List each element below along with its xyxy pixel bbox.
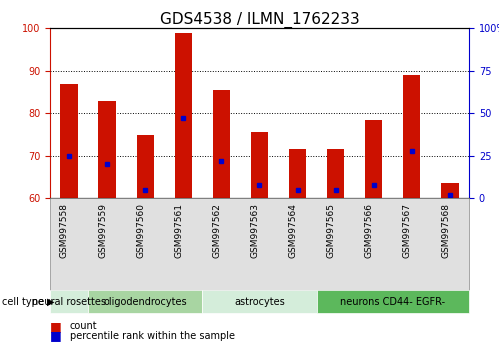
Title: GDS4538 / ILMN_1762233: GDS4538 / ILMN_1762233 — [160, 12, 359, 28]
Bar — [289, 149, 306, 198]
Bar — [213, 90, 230, 198]
Bar — [442, 183, 459, 198]
Text: neurons CD44- EGFR-: neurons CD44- EGFR- — [340, 297, 446, 307]
Bar — [403, 75, 421, 198]
Bar — [98, 101, 116, 198]
Text: GSM997565: GSM997565 — [327, 203, 336, 258]
Bar — [175, 33, 192, 198]
Text: GSM997566: GSM997566 — [365, 203, 374, 258]
Bar — [327, 149, 344, 198]
Bar — [365, 120, 382, 198]
Text: ■: ■ — [50, 329, 62, 342]
Text: percentile rank within the sample: percentile rank within the sample — [70, 331, 235, 341]
Text: GSM997564: GSM997564 — [288, 203, 297, 258]
Text: GSM997567: GSM997567 — [403, 203, 412, 258]
Text: cell type ▶: cell type ▶ — [2, 297, 55, 307]
Text: GSM997561: GSM997561 — [174, 203, 183, 258]
Text: GSM997568: GSM997568 — [441, 203, 450, 258]
Bar — [251, 132, 268, 198]
Text: neural rosettes: neural rosettes — [32, 297, 106, 307]
Text: oligodendrocytes: oligodendrocytes — [103, 297, 187, 307]
Text: GSM997558: GSM997558 — [60, 203, 69, 258]
Text: astrocytes: astrocytes — [234, 297, 285, 307]
Bar — [137, 135, 154, 198]
Text: GSM997563: GSM997563 — [250, 203, 259, 258]
Text: GSM997560: GSM997560 — [136, 203, 145, 258]
Bar — [60, 84, 77, 198]
Text: GSM997559: GSM997559 — [98, 203, 107, 258]
Text: GSM997562: GSM997562 — [213, 203, 222, 258]
Text: ■: ■ — [50, 320, 62, 333]
Text: count: count — [70, 321, 97, 331]
